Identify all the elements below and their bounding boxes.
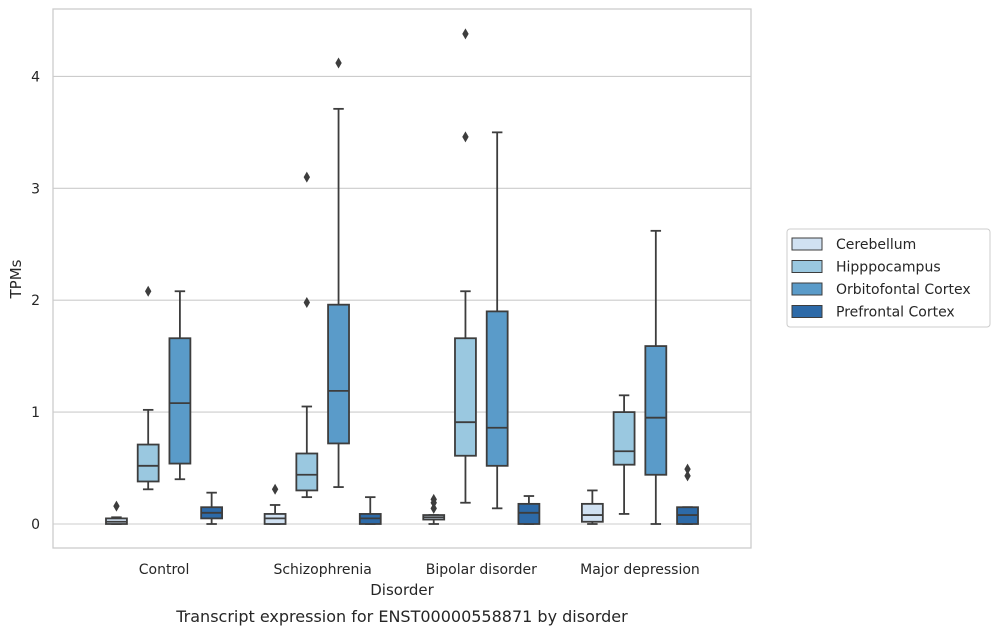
box: [136, 443, 160, 483]
y-tick-labels: 0 1 2 3 4: [31, 69, 40, 533]
y-axis-label: TPMs: [7, 259, 25, 299]
outlier-point: [462, 28, 469, 40]
x-tick-labels: Control Schizophrenia Bipolar disorder Majo…: [139, 562, 700, 578]
x-tick-label: Schizophrenia: [273, 562, 371, 578]
box: [327, 303, 350, 445]
box-series: [105, 28, 699, 525]
legend-entry: Orbitofontal Cortex: [836, 282, 971, 298]
outlier-point: [271, 483, 279, 495]
y-tick-label: 3: [31, 181, 40, 197]
legend-swatch: [791, 282, 823, 296]
outlier-point: [430, 502, 437, 514]
box: [454, 337, 477, 457]
outlier-point: [113, 500, 120, 512]
outlier-point: [303, 296, 311, 308]
y-tick-label: 1: [31, 405, 40, 421]
legend-entry: Prefrontal Cortex: [836, 305, 955, 321]
x-tick-label: Control: [139, 562, 190, 578]
box: [295, 452, 319, 492]
outlier-point: [684, 470, 691, 482]
outlier-point: [462, 131, 469, 143]
outlier-point: [144, 285, 152, 297]
x-axis-label: Disorder: [370, 581, 434, 599]
legend: Cerebellum Hipppocampus Orbitofontal Corte…: [786, 228, 991, 328]
legend-frame: [786, 228, 991, 328]
box: [612, 411, 636, 466]
outlier-point: [684, 463, 691, 475]
x-tick-label: Bipolar disorder: [426, 562, 537, 578]
box: [644, 345, 668, 476]
x-tick-label: Major depression: [580, 562, 700, 578]
box: [485, 310, 509, 467]
legend-swatch: [791, 260, 823, 273]
legend-entry: Hipppocampus: [836, 260, 941, 276]
outlier-point: [430, 493, 437, 505]
outlier-point: [303, 171, 311, 183]
y-tick-label: 0: [31, 517, 40, 533]
chart-caption: Transcript expression for ENST0000055887…: [175, 607, 628, 626]
y-tick-label: 4: [31, 69, 40, 85]
box: [168, 337, 192, 465]
legend-swatch: [791, 237, 823, 251]
legend-entry: Cerebellum: [836, 237, 916, 253]
outlier-point: [335, 57, 342, 69]
y-tick-label: 2: [31, 293, 40, 309]
legend-swatch: [791, 305, 823, 318]
box: [517, 502, 541, 525]
box: [580, 502, 604, 523]
